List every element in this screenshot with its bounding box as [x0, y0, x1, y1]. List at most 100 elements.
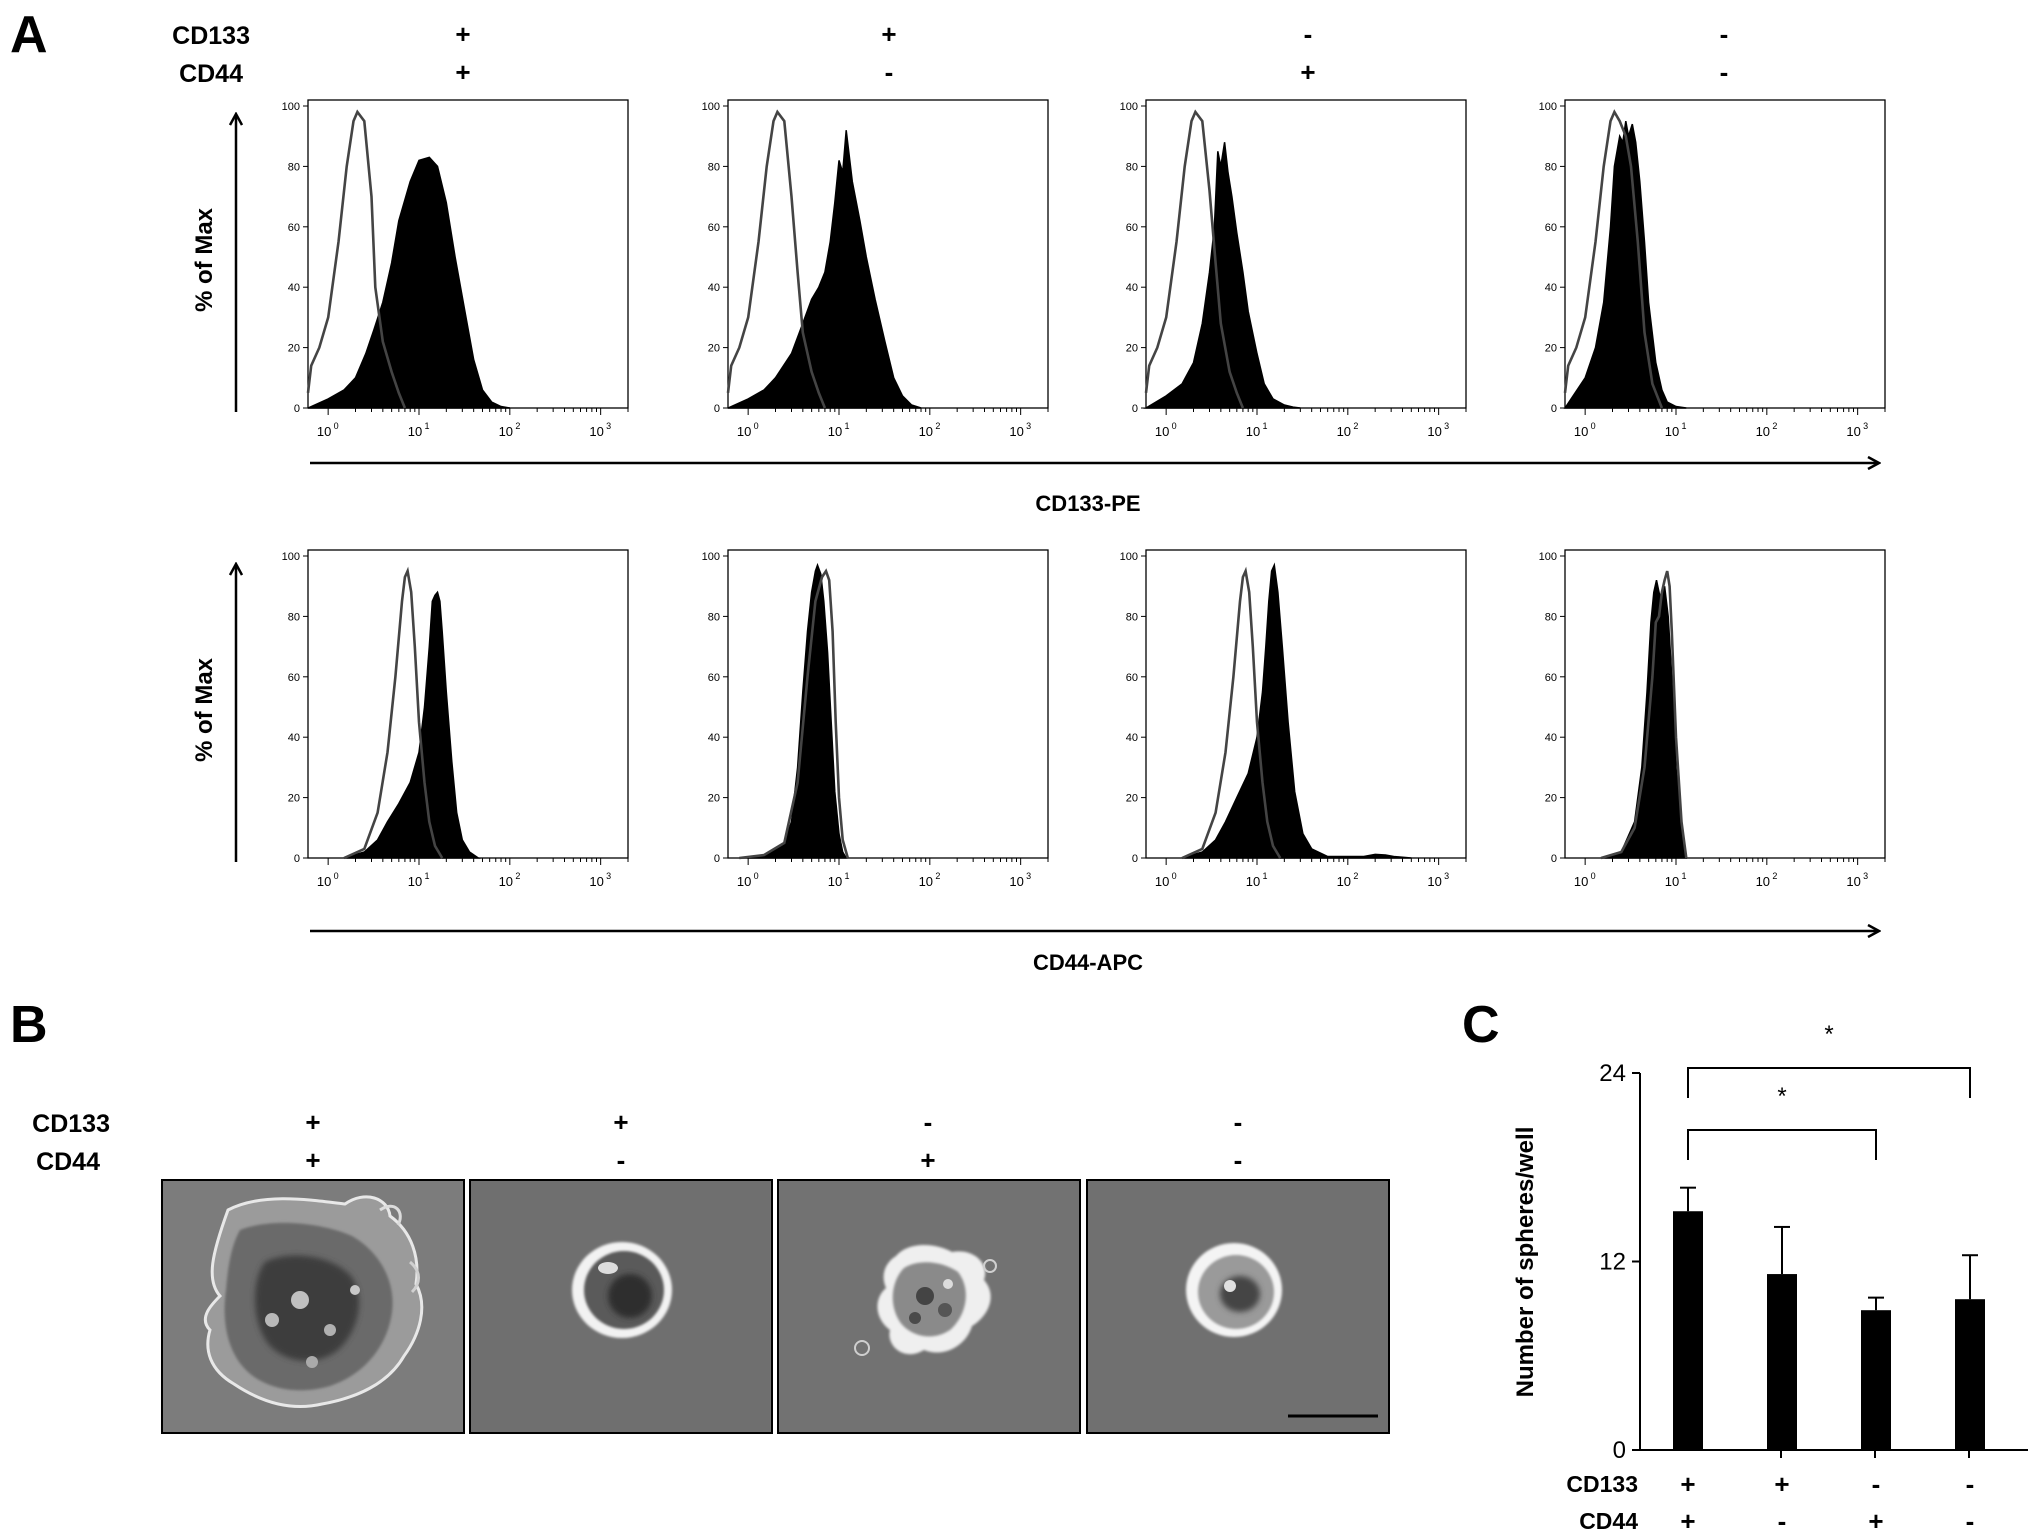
x-tick-label: 10	[919, 424, 933, 439]
x-tick-exponent: 0	[334, 421, 339, 431]
x-tick-exponent: 3	[1863, 871, 1868, 881]
x-tick-exponent: 1	[1262, 421, 1267, 431]
y-tick-label: 60	[708, 672, 720, 684]
y-tick-label: 100	[282, 551, 300, 563]
panel-a-col-3-cd44-sign: +	[1300, 57, 1315, 87]
panel-b-row-label-cd44: CD44	[36, 1148, 100, 1176]
histogram-sample-filled	[343, 590, 481, 859]
significance-star: *	[1824, 1021, 1833, 1048]
y-tick-label: 80	[288, 161, 300, 173]
histogram-frame	[1564, 549, 1886, 859]
bar-chart-y-tick-label: 24	[1599, 1060, 1626, 1087]
y-tick-label: 80	[1126, 611, 1138, 623]
bar-4	[1955, 1299, 1985, 1450]
y-tick-label: 20	[1126, 343, 1138, 355]
significance-bracket	[1687, 1129, 1877, 1160]
x-tick-label: 10	[1009, 424, 1023, 439]
micrograph-cd133pos-cd44pos	[161, 1179, 465, 1434]
x-tick-label: 10	[828, 874, 842, 889]
bar-chart-cat-1-cd44-sign: +	[1680, 1506, 1695, 1536]
y-tick-label: 80	[1545, 611, 1557, 623]
histogram-sample-filled	[1143, 142, 1301, 409]
x-tick-exponent: 1	[424, 421, 429, 431]
x-tick-exponent: 3	[1444, 871, 1449, 881]
x-tick-label: 10	[737, 424, 751, 439]
x-tick-exponent: 0	[754, 421, 759, 431]
y-tick-label: 80	[1545, 161, 1557, 173]
y-tick-label: 80	[708, 161, 720, 173]
x-tick-exponent: 1	[1681, 421, 1686, 431]
y-tick-label: 0	[294, 853, 300, 865]
y-tick-label: 60	[1126, 672, 1138, 684]
x-axis-label-row-1: CD133-PE	[1035, 491, 1140, 516]
bar-chart-significance: **	[1687, 1021, 1971, 1160]
y-tick-label: 0	[1551, 853, 1557, 865]
x-tick-exponent: 1	[1262, 871, 1267, 881]
x-tick-exponent: 0	[1172, 421, 1177, 431]
panel-b-col-3-cd133-sign: -	[924, 1107, 933, 1137]
y-tick-label: 40	[708, 732, 720, 744]
bar-chart-cat-4-cd133-sign: -	[1966, 1469, 1975, 1499]
histogram-frame	[1145, 549, 1467, 859]
x-tick-exponent: 2	[515, 421, 520, 431]
x-tick-exponent: 3	[606, 421, 611, 431]
panel-c-label: C	[1462, 996, 1500, 1054]
panel-a-label: A	[10, 6, 48, 64]
y-tick-label: 80	[288, 611, 300, 623]
x-tick-label: 10	[1846, 424, 1860, 439]
y-tick-label: 20	[1126, 793, 1138, 805]
x-tick-exponent: 1	[844, 871, 849, 881]
panel-a-col-1-cd133-sign: +	[455, 19, 470, 49]
panel-b: B CD133 CD44 + + + - - + - -	[10, 996, 1390, 1434]
y-tick-label: 40	[1545, 282, 1557, 294]
x-tick-label: 10	[919, 874, 933, 889]
y-tick-label: 60	[288, 222, 300, 234]
x-tick-label: 10	[1427, 424, 1441, 439]
y-tick-label: 0	[294, 403, 300, 415]
y-tick-label: 100	[702, 551, 720, 563]
x-tick-exponent: 2	[1772, 871, 1777, 881]
bar-chart-cat-2-cd133-sign: +	[1774, 1469, 1789, 1499]
y-tick-label: 100	[702, 101, 720, 113]
bar-1	[1673, 1211, 1703, 1450]
bar-chart-bars	[1673, 1186, 1985, 1450]
y-tick-label: 0	[1132, 853, 1138, 865]
bar-chart-y-tick-label: 0	[1613, 1437, 1626, 1464]
x-axis-label-row-2: CD44-APC	[1033, 950, 1143, 975]
x-tick-label: 10	[499, 424, 513, 439]
histogram-sample-filled	[727, 130, 922, 409]
x-tick-label: 10	[317, 424, 331, 439]
bar-chart-y-label: Number of spheres/well	[1512, 1127, 1539, 1398]
x-tick-label: 10	[1756, 424, 1770, 439]
y-tick-label: 20	[708, 793, 720, 805]
y-tick-label: 60	[1545, 672, 1557, 684]
y-tick-label: 20	[1545, 793, 1557, 805]
x-tick-exponent: 1	[424, 871, 429, 881]
panel-a-col-2-cd133-sign: +	[881, 19, 896, 49]
x-tick-exponent: 2	[515, 871, 520, 881]
panel-a-column-signs: + + + - - + - -	[455, 19, 1728, 87]
y-tick-label: 40	[288, 282, 300, 294]
panel-b-col-1-cd44-sign: +	[305, 1145, 320, 1175]
y-tick-label: 20	[708, 343, 720, 355]
histogram-control-open	[1600, 570, 1688, 860]
histogram-control-open	[306, 109, 407, 409]
x-tick-exponent: 1	[844, 421, 849, 431]
x-tick-exponent: 3	[1863, 421, 1868, 431]
y-tick-label: 100	[1120, 551, 1138, 563]
y-tick-label: 20	[288, 793, 300, 805]
y-tick-label: 40	[288, 732, 300, 744]
x-tick-label: 10	[1846, 874, 1860, 889]
y-tick-label: 20	[288, 343, 300, 355]
panel-a-col-4-cd133-sign: -	[1720, 19, 1729, 49]
panel-a-col-1-cd44-sign: +	[455, 57, 470, 87]
panel-b-label: B	[10, 996, 48, 1054]
histogram-sample-filled	[307, 156, 510, 409]
y-tick-label: 80	[708, 611, 720, 623]
